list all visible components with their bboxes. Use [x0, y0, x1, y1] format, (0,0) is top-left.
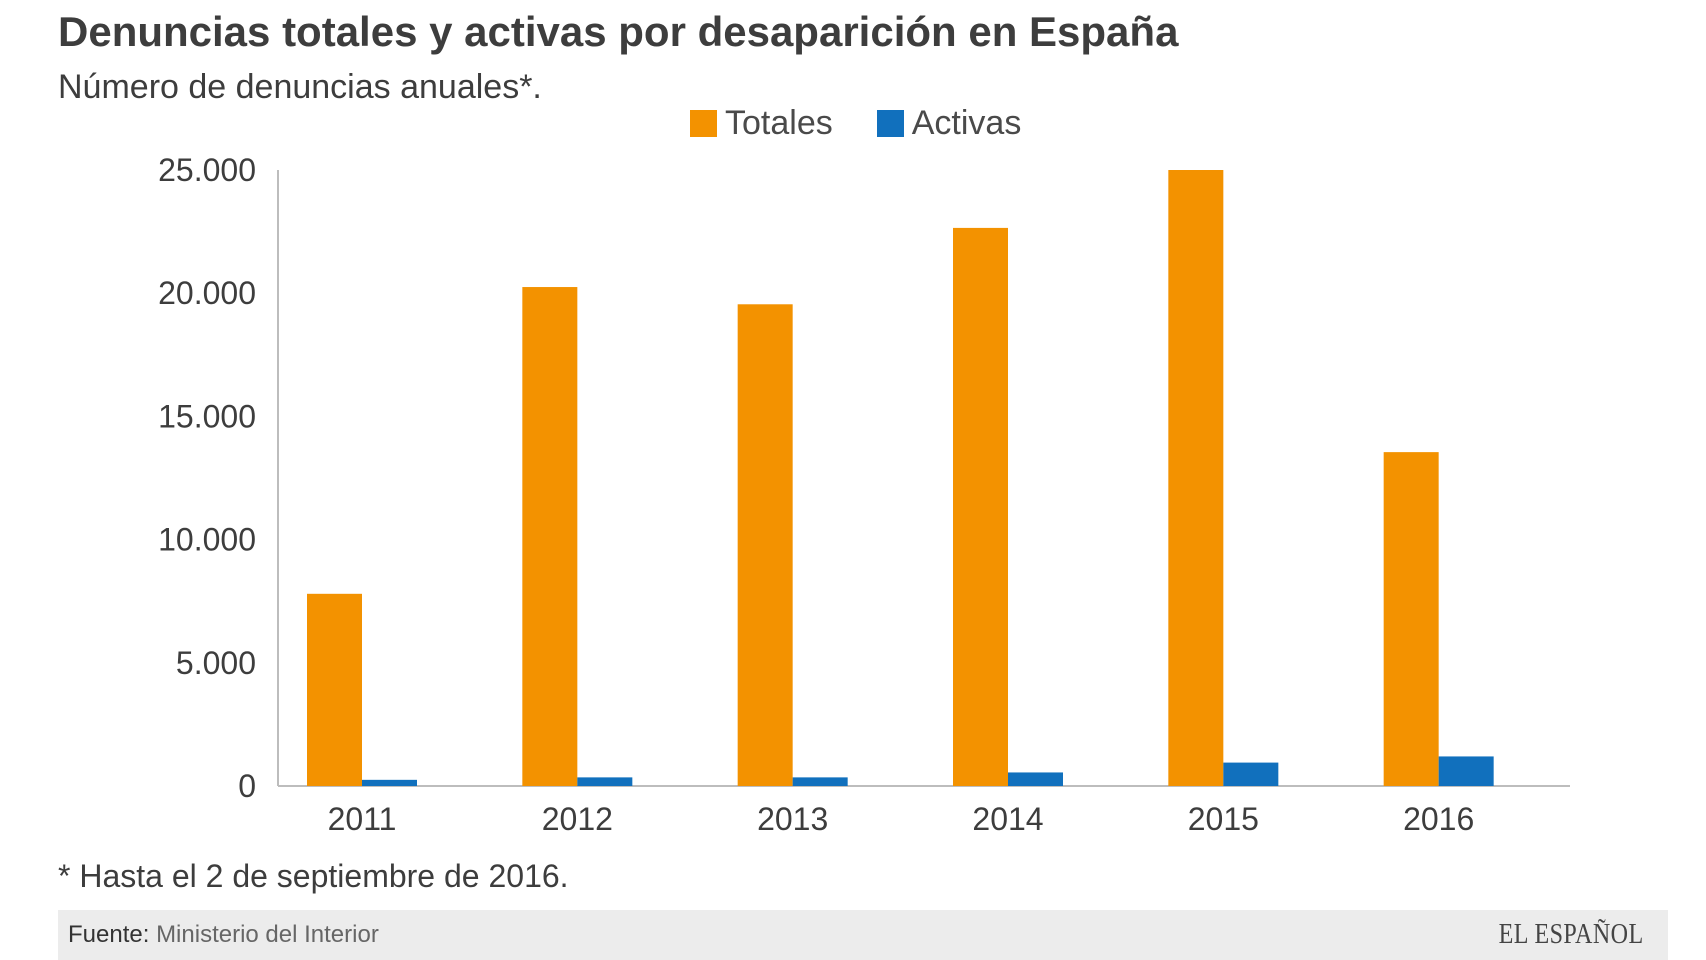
bar-activas-2014 — [1008, 772, 1063, 786]
bar-chart: 0 5.000 10.000 15.000 20.000 25.000 2011 2012 20… — [158, 152, 1570, 837]
bar-activas-2015 — [1223, 762, 1279, 786]
chart-title: Denuncias totales y activas por desapari… — [58, 8, 1179, 55]
bar-totales-2012 — [522, 287, 578, 786]
y-tick-label: 5.000 — [176, 645, 256, 681]
bar-activas-2011 — [362, 779, 417, 786]
x-tick-label: 2015 — [1188, 801, 1259, 837]
chart-legend: Totales Activas — [690, 104, 1021, 143]
x-tick-label: 2012 — [542, 801, 613, 837]
legend-item-activas: Activas — [876, 104, 1022, 143]
legend-label-activas: Activas — [911, 104, 1022, 142]
y-tick-label: 15.000 — [158, 398, 256, 434]
bar-totales-2011 — [307, 593, 362, 786]
chart-subtitle: Número de denuncias anuales*. — [58, 68, 542, 106]
brand-logo: EL ESPAÑOL — [1498, 919, 1644, 950]
legend-label-totales: Totales — [725, 104, 833, 142]
bar-totales-2016 — [1383, 452, 1439, 786]
y-tick-label: 25.000 — [158, 152, 256, 188]
source-text: Fuente: Ministerio del Interior — [68, 921, 379, 949]
y-tick-label: 20.000 — [158, 275, 256, 311]
bar-totales-2014 — [953, 227, 1008, 787]
y-tick-label: 0 — [238, 768, 256, 804]
source-value: Ministerio del Interior — [156, 921, 379, 948]
x-tick-label: 2016 — [1403, 801, 1474, 837]
legend-swatch-totales — [690, 110, 717, 137]
y-tick-label: 10.000 — [158, 522, 256, 558]
x-tick-label: 2013 — [757, 801, 828, 837]
legend-swatch-activas — [876, 110, 904, 137]
footnote: * Hasta el 2 de septiembre de 2016. — [58, 858, 569, 894]
footer-bar: Fuente: Ministerio del Interior EL ESPAÑ… — [58, 910, 1668, 960]
bar-activas-2013 — [792, 777, 848, 786]
x-tick-label: 2011 — [328, 801, 397, 837]
bar-totales-2013 — [737, 304, 793, 786]
legend-item-totales: Totales — [690, 104, 833, 143]
bar-totales-2015 — [1168, 170, 1224, 786]
bar-activas-2012 — [577, 777, 633, 786]
source-label: Fuente: — [68, 921, 150, 948]
x-tick-label: 2014 — [972, 801, 1043, 837]
bar-activas-2016 — [1438, 756, 1494, 786]
